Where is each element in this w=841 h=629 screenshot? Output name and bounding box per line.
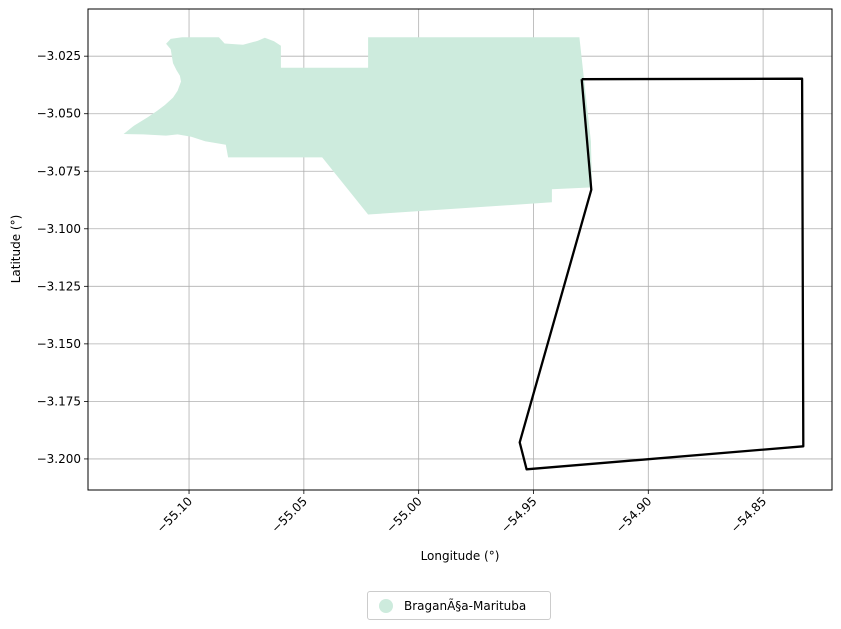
x-tick-label: −55.05 [269, 494, 310, 535]
x-tick-label: −54.90 [613, 494, 654, 535]
plot-frame [87, 8, 833, 491]
y-tick-label: −3.150 [37, 337, 81, 351]
region-polygon [123, 37, 592, 215]
x-tick-label: −55.10 [154, 494, 195, 535]
boundary-outline [518, 77, 805, 471]
legend-label: BraganÃ§a-Marituba [404, 598, 527, 613]
legend-marker [379, 598, 393, 613]
region-layer [123, 37, 592, 215]
y-tick-label: −3.100 [37, 222, 81, 236]
x-axis-title: Longitude (°) [421, 549, 500, 563]
x-tick-label: −54.85 [728, 494, 769, 535]
y-tick-label: −3.200 [37, 452, 81, 466]
y-tick-label: −3.025 [37, 49, 81, 63]
outline-layer [518, 77, 805, 471]
x-tick-label: −55.00 [383, 494, 424, 535]
legend: BraganÃ§a-Marituba [367, 591, 551, 620]
y-tick-label: −3.050 [37, 107, 81, 121]
x-tick-label: −54.95 [498, 494, 539, 535]
y-tick-label: −3.075 [37, 164, 81, 178]
y-axis-title: Latitude (°) [9, 215, 23, 284]
y-tick-label: −3.125 [37, 279, 81, 293]
y-tick-label: −3.175 [37, 394, 81, 408]
